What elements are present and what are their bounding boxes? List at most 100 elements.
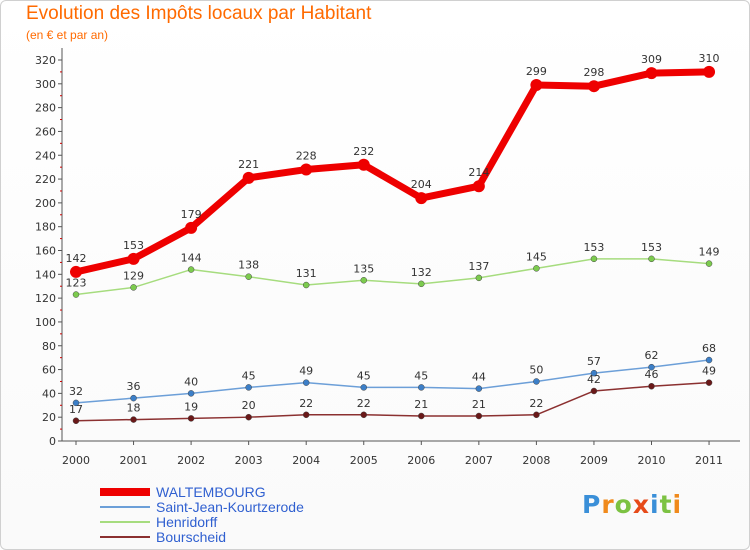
data-point [72,399,80,407]
line-chart: 0204060801001201401601802002202402602803… [35,48,740,467]
data-point [302,281,310,289]
data-label: 49 [702,365,716,378]
data-label: 19 [184,400,198,413]
data-label: 45 [414,369,428,382]
data-point [530,79,543,92]
data-label: 214 [468,166,489,179]
data-point [645,67,658,80]
data-label: 145 [526,250,547,263]
logo-letter: t [659,490,673,519]
y-tick-label: 120 [35,292,56,305]
data-label: 129 [123,269,144,282]
data-point [130,416,137,423]
data-label: 153 [123,239,144,252]
series-line [72,68,713,276]
data-label: 298 [583,66,604,79]
data-point [187,390,195,397]
data-point [418,280,425,288]
data-point [705,379,713,386]
legend-item: Bourscheid [100,529,400,545]
data-label: 20 [242,399,256,412]
data-label: 142 [66,252,87,265]
x-tick-label: 2006 [407,454,435,467]
y-tick-label: 260 [35,125,56,138]
data-label: 36 [127,380,141,393]
data-label: 153 [641,241,662,254]
data-point [360,384,367,391]
data-point [533,265,540,272]
data-label: 50 [529,363,543,376]
y-tick-label: 280 [35,102,56,115]
data-label: 62 [645,349,659,362]
data-point [130,284,137,291]
data-label: 22 [529,397,543,410]
data-label: 153 [583,241,604,254]
x-tick-label: 2007 [465,454,493,467]
data-point [187,266,195,273]
series-line [75,258,710,296]
data-point [70,265,82,278]
legend-label: Henridorff [156,514,218,530]
data-label: 132 [411,266,432,279]
data-point [705,260,713,267]
data-point [245,273,252,280]
data-label: 45 [242,369,256,382]
data-point [415,192,428,205]
logo-letter: o [614,490,633,519]
data-point [590,255,598,263]
data-label: 40 [184,375,198,388]
legend-swatch [100,506,150,508]
data-point [475,274,483,282]
data-point [648,382,655,390]
data-label: 22 [299,397,313,410]
y-tick-label: 20 [42,411,56,424]
legend-swatch [100,536,150,538]
data-point [418,412,425,420]
y-tick-label: 100 [35,316,56,329]
data-point [72,417,80,425]
x-tick-label: 2004 [292,454,320,467]
data-label: 138 [238,259,259,272]
y-tick-label: 0 [49,435,56,448]
data-label: 179 [181,208,202,221]
data-point [533,378,540,385]
x-tick-label: 2008 [522,454,550,467]
data-label: 17 [69,403,83,416]
series-line [75,381,710,422]
data-point [245,384,252,391]
x-tick-label: 2002 [177,454,205,467]
data-label: 204 [411,178,432,191]
legend-swatch [100,488,150,496]
data-label: 44 [472,371,486,384]
x-tick-label: 2010 [638,454,666,467]
y-tick-label: 320 [35,54,56,67]
data-point [472,180,485,193]
data-label: 46 [645,368,659,381]
data-label: 299 [526,65,547,78]
data-point [300,163,313,176]
data-point [185,221,198,234]
legend-item: Saint-Jean-Kourtzerode [100,499,400,515]
data-label: 232 [353,145,374,158]
data-point [475,412,483,420]
x-tick-label: 2000 [62,454,90,467]
data-point [187,415,195,422]
data-point [360,277,367,284]
data-point [590,369,598,377]
legend-label: Saint-Jean-Kourtzerode [156,499,304,515]
data-label: 310 [699,52,720,65]
data-point [130,394,137,402]
data-point [705,356,713,364]
data-point [475,385,483,392]
logo-letter: r [601,490,615,519]
data-point [590,387,598,395]
data-point [360,411,367,419]
data-point [533,411,540,419]
y-tick-label: 180 [35,221,56,234]
data-label: 45 [357,369,371,382]
data-label: 21 [414,398,428,411]
data-point [648,255,655,263]
logo-letter: i [672,490,683,519]
data-point [703,65,716,78]
data-label: 221 [238,158,259,171]
